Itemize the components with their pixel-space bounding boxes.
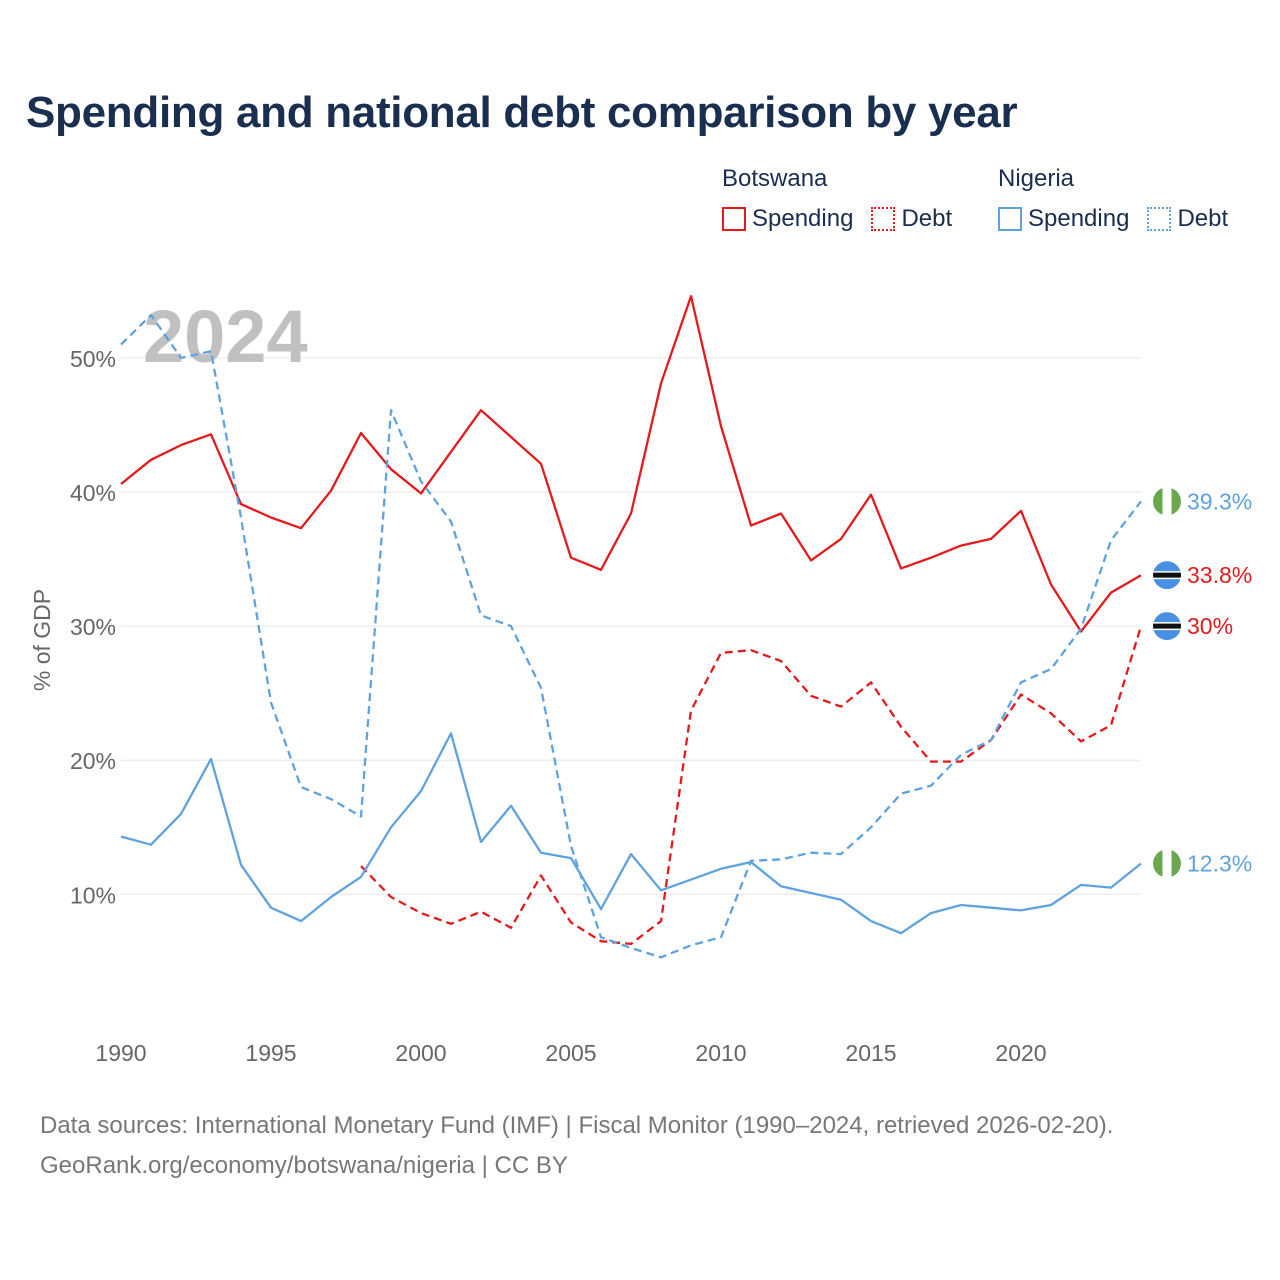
- end-value-label: 30%: [1187, 613, 1233, 639]
- x-tick-label: 1995: [245, 1040, 296, 1066]
- legend-nigeria: Nigeria Spending Debt: [998, 164, 1228, 234]
- series-lines: [120, 295, 1143, 959]
- end-value-label: 33.8%: [1187, 562, 1252, 588]
- series-line-botswana-spending[interactable]: [120, 295, 1142, 633]
- line-chart: 2024 10% 20% 30% 40% 50% 1990 1995 2000 2005 201…: [29, 295, 1252, 1066]
- x-axis-ticks: 1990 1995 2000 2005 2010 2015 2020: [95, 1040, 1046, 1066]
- series-line-botswana-debt[interactable]: [360, 625, 1143, 946]
- y-axis-label: % of GDP: [29, 589, 55, 691]
- legend-item-botswana-spending[interactable]: Spending: [722, 204, 853, 234]
- dotted-swatch-icon: [871, 207, 896, 231]
- source-line: Data sources: International Monetary Fun…: [40, 1112, 1114, 1139]
- nigeria-flag-icon: [1153, 487, 1181, 516]
- x-tick-label: 2000: [395, 1040, 446, 1066]
- y-tick-label: 40%: [70, 480, 116, 506]
- y-tick-label: 20%: [70, 748, 116, 774]
- chart-title: Spending and national debt comparison by…: [26, 88, 1018, 137]
- end-value-label: 12.3%: [1187, 850, 1252, 876]
- legend-item-label: Spending: [1028, 205, 1130, 232]
- x-tick-label: 2005: [545, 1040, 596, 1066]
- legend-country-label: Nigeria: [998, 165, 1075, 192]
- solid-swatch-icon: [722, 207, 746, 231]
- botswana-flag-icon: [1153, 561, 1181, 590]
- legend-botswana: Botswana Spending Debt: [722, 164, 952, 234]
- legend-country-label: Botswana: [722, 165, 828, 192]
- legend-item-label: Debt: [1177, 205, 1229, 232]
- y-tick-label: 30%: [70, 614, 116, 640]
- series-line-nigeria-spending[interactable]: [120, 732, 1142, 935]
- legend-item-botswana-debt[interactable]: Debt: [871, 204, 952, 234]
- x-tick-label: 1990: [95, 1040, 146, 1066]
- grid-lines: [121, 357, 1141, 895]
- y-axis-ticks: 10% 20% 30% 40% 50%: [70, 346, 116, 908]
- x-tick-label: 2015: [845, 1040, 896, 1066]
- series-line-nigeria-debt[interactable]: [120, 313, 1142, 959]
- source-line-link[interactable]: GeoRank.org/economy/botswana/nigeria | C…: [40, 1152, 568, 1179]
- year-label: 2024: [143, 295, 308, 378]
- y-tick-label: 50%: [70, 346, 116, 372]
- y-tick-label: 10%: [70, 882, 116, 908]
- end-value-label: 39.3%: [1187, 488, 1252, 514]
- nigeria-flag-icon: [1153, 849, 1181, 878]
- botswana-flag-icon: [1153, 612, 1181, 641]
- x-tick-label: 2020: [995, 1040, 1046, 1066]
- solid-swatch-icon: [998, 207, 1022, 231]
- source-note: Data sources: International Monetary Fun…: [40, 1106, 1113, 1186]
- dotted-swatch-icon: [1147, 207, 1172, 231]
- legend-item-label: Debt: [901, 205, 953, 232]
- end-markers: 33.8% 30% 12.3% 39.3%: [1153, 487, 1252, 878]
- x-tick-label: 2010: [695, 1040, 746, 1066]
- legend-item-nigeria-spending[interactable]: Spending: [998, 204, 1129, 234]
- legend-item-nigeria-debt[interactable]: Debt: [1147, 204, 1228, 234]
- legend-item-label: Spending: [752, 205, 854, 232]
